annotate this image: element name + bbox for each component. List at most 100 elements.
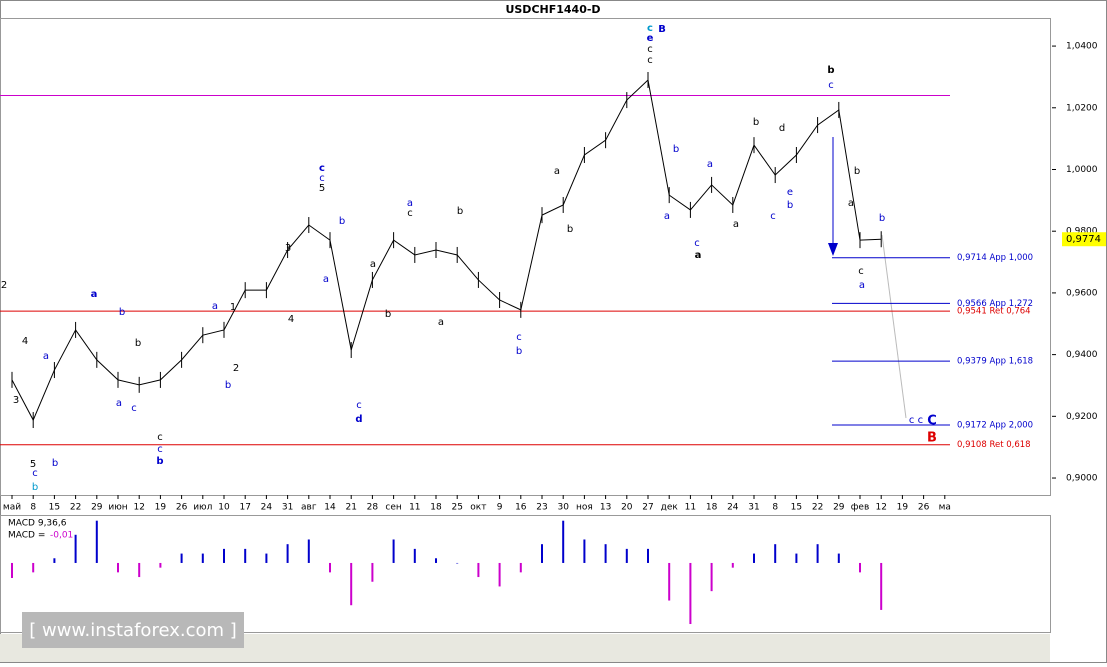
x-tick-label: фев <box>851 503 870 513</box>
wave-label: a <box>438 317 444 328</box>
wave-label: 3 <box>285 243 291 254</box>
wave-label: c <box>407 208 413 219</box>
x-tick-label: авг <box>301 503 317 513</box>
wave-label: C <box>927 414 937 429</box>
y-tick-label: 0,9600 <box>1066 288 1098 298</box>
wave-label: b <box>673 144 679 155</box>
x-tick-label: май <box>3 503 21 513</box>
macd-bar <box>244 548 247 563</box>
wave-label: a <box>407 198 413 209</box>
macd-bar <box>816 544 819 563</box>
macd-bar <box>371 562 374 582</box>
macd-bar <box>180 553 183 563</box>
wave-label: c <box>131 403 137 414</box>
level-label: 0,9379 App 1,618 <box>957 357 1033 367</box>
projection-line <box>881 234 907 419</box>
y-tick-label: 1,0400 <box>1066 42 1098 52</box>
x-tick-label: 11 <box>409 503 420 513</box>
x-tick-label: 8 <box>772 503 778 513</box>
macd-bar <box>392 539 395 563</box>
watermark: [ www.instaforex.com ] <box>29 620 237 641</box>
macd-bar <box>837 553 840 563</box>
macd-bar <box>583 539 586 563</box>
watermark-box <box>22 612 244 648</box>
x-tick-label: окт <box>470 503 486 513</box>
x-tick-label: 16 <box>515 503 527 513</box>
x-tick-label: 31 <box>748 503 759 513</box>
level-label: 0,9541 Ret 0,764 <box>957 307 1031 317</box>
macd-label: MACD 9,36,6 <box>8 519 67 529</box>
wave-label: a <box>848 198 854 209</box>
wave-label: b <box>32 482 38 493</box>
x-tick-label: 9 <box>497 503 503 513</box>
wave-label: c <box>770 211 776 222</box>
macd-bar <box>74 534 77 563</box>
price-panel <box>0 18 1051 496</box>
macd-bar <box>201 553 204 563</box>
macd-bar <box>413 548 416 563</box>
wave-label: c <box>319 173 325 184</box>
x-tick-label: 12 <box>133 503 144 513</box>
wave-label: a <box>43 351 49 362</box>
wave-label: b <box>385 309 391 320</box>
macd-bar <box>435 558 437 563</box>
wave-label: a <box>116 398 122 409</box>
macd-bar <box>477 562 480 578</box>
macd-bar <box>53 558 56 563</box>
wave-label: B <box>927 431 937 446</box>
wave-label: c <box>694 238 700 249</box>
x-tick-label: 31 <box>282 503 293 513</box>
macd-bar <box>710 562 713 592</box>
wave-label: b <box>787 200 793 211</box>
macd-bar <box>159 562 162 568</box>
wave-label: a <box>370 259 376 270</box>
macd-bar <box>689 562 692 625</box>
macd-bar <box>774 544 777 563</box>
level-label: 0,9172 App 2,000 <box>957 420 1033 430</box>
x-tick-label: ма <box>939 503 951 513</box>
current-price-box <box>1062 232 1106 247</box>
x-tick-label: 15 <box>791 503 802 513</box>
macd-bar <box>265 553 268 563</box>
macd-bar <box>625 548 628 563</box>
x-tick-label: 29 <box>91 503 103 513</box>
wave-label: 5 <box>319 183 325 194</box>
wave-label: 3 <box>13 395 19 406</box>
macd-bar <box>32 562 35 573</box>
x-tick-label: 29 <box>833 503 845 513</box>
wave-label: 2 <box>1 280 7 291</box>
wave-label: 4 <box>22 336 28 347</box>
wave-label: b <box>225 380 231 391</box>
macd-bar <box>880 562 883 610</box>
x-tick-label: 15 <box>49 503 60 513</box>
wave-label: a <box>664 211 670 222</box>
y-tick-label: 0,9200 <box>1066 412 1098 422</box>
x-tick-label: 26 <box>918 503 930 513</box>
macd-bar <box>307 539 310 563</box>
wave-label: c <box>647 55 653 66</box>
level-label: 0,9566 App 1,272 <box>957 299 1033 309</box>
wave-label: c <box>32 468 38 479</box>
wave-label: b <box>156 456 163 467</box>
wave-label: B <box>658 24 666 35</box>
macd-bar <box>731 562 734 568</box>
x-tick-label: 8 <box>30 503 36 513</box>
x-tick-label: 17 <box>239 503 250 513</box>
macd-panel <box>0 515 1051 633</box>
macd-bar <box>668 562 671 601</box>
wave-label: b <box>119 307 125 318</box>
macd-value-prefix: MACD = <box>8 531 45 541</box>
macd-bar <box>562 520 565 563</box>
x-tick-label: 19 <box>155 503 167 513</box>
x-tick-label: 18 <box>430 503 442 513</box>
macd-bar <box>456 562 459 564</box>
y-tick-label: 0,9800 <box>1066 227 1098 237</box>
wave-label: c <box>647 23 653 34</box>
x-tick-label: 25 <box>451 503 462 513</box>
x-tick-label: сен <box>385 503 401 513</box>
macd-bar <box>859 562 861 573</box>
x-tick-label: 27 <box>642 503 653 513</box>
macd-bar <box>117 562 119 573</box>
wave-label: b <box>339 216 345 227</box>
chart-title: USDCHF1440-D <box>505 3 600 16</box>
